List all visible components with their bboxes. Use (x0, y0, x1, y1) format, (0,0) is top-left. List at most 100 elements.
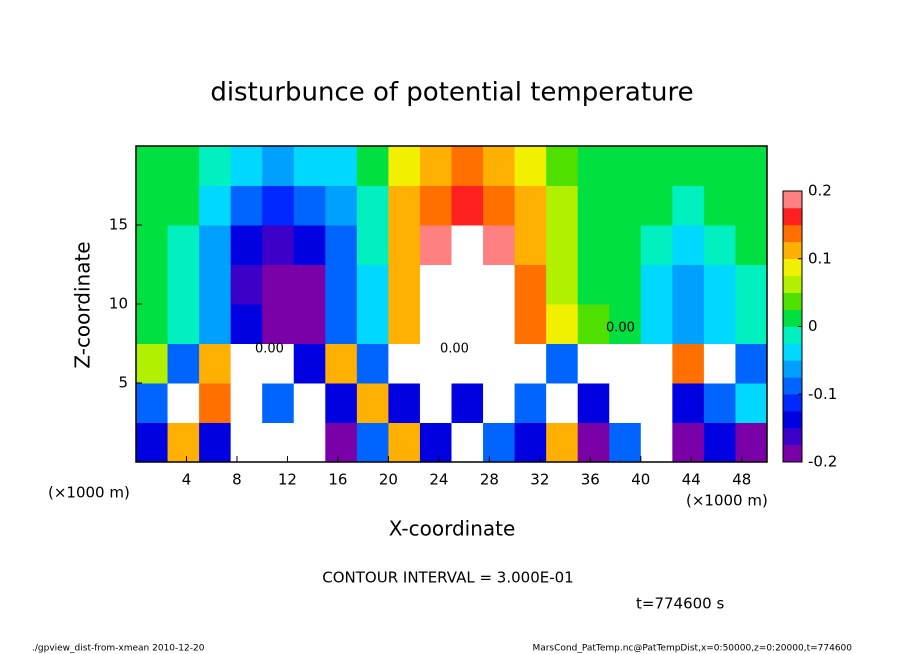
y-tick-label: 15 (109, 216, 128, 234)
heat-cell (609, 422, 642, 463)
heat-cell (388, 422, 421, 463)
heat-cell (609, 304, 642, 344)
heat-cell (640, 343, 673, 384)
heat-cell (483, 185, 516, 226)
heat-cell (325, 343, 358, 384)
heat-cell (546, 343, 579, 384)
heat-cell (325, 146, 358, 186)
heat-cell (577, 343, 610, 384)
heat-cell (356, 422, 389, 463)
heat-cell (293, 264, 326, 305)
heat-cell (325, 383, 358, 423)
heat-cell (451, 185, 484, 226)
heat-cell (735, 185, 768, 226)
time-label: t=774600 s (636, 595, 724, 613)
heat-cell (136, 264, 169, 305)
heat-cell (419, 422, 452, 463)
heat-cell (703, 304, 736, 344)
heat-cell (672, 185, 705, 226)
contour-label: 0.00 (606, 321, 635, 336)
colorbar-band (783, 207, 802, 226)
heat-cell (546, 383, 579, 423)
x-tick-label: 12 (278, 471, 297, 489)
heat-cell (199, 225, 232, 265)
heat-cell (577, 422, 610, 463)
heat-cell (388, 225, 421, 265)
colorbar-band (783, 224, 802, 243)
heat-cell (483, 383, 516, 423)
heat-cell (451, 264, 484, 305)
x-unit: (×1000 m) (686, 492, 768, 510)
heat-cell (199, 185, 232, 226)
heat-cell (325, 225, 358, 265)
heat-cell (167, 343, 200, 384)
heat-cell (483, 146, 516, 186)
heat-cell (703, 146, 736, 186)
heat-cell (167, 264, 200, 305)
heat-cell (546, 146, 579, 186)
colorbar-band (783, 377, 802, 395)
colorbar-band (783, 411, 802, 429)
heat-cell (325, 422, 358, 463)
heat-cell (514, 343, 547, 384)
heat-cell (609, 343, 642, 384)
heat-cell (577, 185, 610, 226)
heat-cell (356, 383, 389, 423)
heat-cell (136, 422, 169, 463)
heat-cell (735, 264, 768, 305)
heat-cell (577, 146, 610, 186)
y-axis-label: Z-coordinate (71, 241, 95, 368)
heat-cell (230, 343, 263, 384)
heat-cell (609, 225, 642, 265)
heat-cell (672, 225, 705, 265)
colorbar-band (783, 191, 802, 209)
heat-cell (262, 343, 295, 384)
heat-cell (735, 343, 768, 384)
colorbar-band (783, 360, 802, 378)
heat-cell (703, 383, 736, 423)
heat-cell (640, 225, 673, 265)
heat-cell (451, 304, 484, 344)
heat-cell (293, 304, 326, 344)
heat-cell (262, 383, 295, 423)
heat-cell (388, 343, 421, 384)
heat-cell (230, 422, 263, 463)
contour-label: 0.00 (255, 342, 284, 357)
colorbar-band (783, 241, 802, 260)
contour-label: 0.00 (440, 342, 469, 357)
heat-cell (483, 304, 516, 344)
y-tick-label: 5 (118, 374, 128, 392)
heat-cell (451, 383, 484, 423)
heat-cell (262, 225, 295, 265)
heat-cell (167, 422, 200, 463)
x-tick-label: 28 (480, 471, 499, 489)
colorbar-tick-label: 0 (808, 317, 818, 335)
heat-cell (293, 185, 326, 226)
heat-cell (136, 383, 169, 423)
heat-cell (546, 225, 579, 265)
heat-cell (167, 225, 200, 265)
heat-cell (640, 146, 673, 186)
y-unit: (×1000 m) (48, 484, 130, 502)
heat-cell (514, 304, 547, 344)
heat-cell (640, 185, 673, 226)
heat-cell (388, 185, 421, 226)
x-tick-label: 16 (328, 471, 347, 489)
heat-cell (136, 146, 169, 186)
heat-cell (483, 343, 516, 384)
heat-cell (514, 146, 547, 186)
heat-cell (136, 185, 169, 226)
heat-cell (483, 422, 516, 463)
heat-cell (672, 383, 705, 423)
colorbar-tick-label: 0.1 (808, 249, 832, 267)
heat-cell (325, 304, 358, 344)
footer-left: ./gpview_dist-from-xmean 2010-12-20 (32, 644, 205, 654)
heat-cell (640, 422, 673, 463)
colorbar-band (783, 309, 802, 327)
heat-cell (293, 383, 326, 423)
heat-cell (546, 304, 579, 344)
chart-title: disturbunce of potential temperature (210, 78, 693, 108)
heat-cell (514, 264, 547, 305)
colorbar-band (783, 275, 802, 293)
colorbar-band (783, 292, 802, 310)
